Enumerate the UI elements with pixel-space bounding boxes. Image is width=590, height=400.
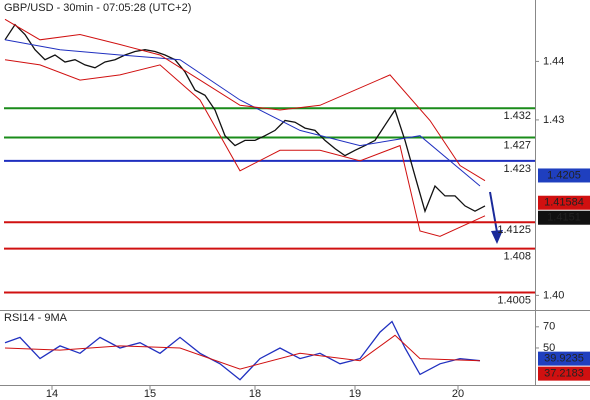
series-line bbox=[4, 39, 481, 187]
series-line bbox=[4, 59, 486, 237]
level-label: 1.427 bbox=[503, 139, 531, 151]
price-tag-label: 1.4151 bbox=[547, 212, 581, 224]
level-label: 1.408 bbox=[503, 250, 531, 262]
chart-title: GBP/USD - 30min - 07:05:28 (UTC+2) bbox=[4, 2, 191, 14]
level-label: 1.423 bbox=[503, 163, 531, 175]
series-line bbox=[4, 23, 486, 214]
series-line bbox=[4, 320, 481, 381]
y-tick-label: 1.44 bbox=[543, 55, 564, 67]
level-label: 1.4125 bbox=[497, 224, 531, 236]
price-tag bbox=[538, 351, 590, 366]
x-tick-label: 15 bbox=[144, 388, 156, 400]
level-label: 1.4005 bbox=[497, 294, 531, 306]
price-tag-label: 37.2183 bbox=[544, 368, 584, 380]
x-tick-label: 19 bbox=[349, 388, 361, 400]
y-tick-label: 1.43 bbox=[543, 114, 564, 126]
forecast-arrow-head bbox=[491, 230, 503, 244]
y-tick-label: 70 bbox=[543, 321, 555, 333]
price-tag-label: 1.4205 bbox=[547, 169, 581, 181]
price-tag bbox=[538, 168, 590, 183]
level-label: 1.432 bbox=[503, 110, 531, 122]
price-tag bbox=[538, 210, 590, 225]
price-tag-label: 39.9235 bbox=[544, 353, 584, 365]
price-tag bbox=[538, 366, 590, 381]
y-tick-label: 50 bbox=[543, 342, 555, 354]
forecast-arrow bbox=[489, 191, 498, 233]
series-line bbox=[4, 18, 486, 182]
indicator-title: RSI14 - 9MA bbox=[4, 312, 68, 324]
y-tick-label: 1.40 bbox=[543, 289, 564, 301]
price-tag-label: 1.41584 bbox=[544, 197, 584, 209]
price-tag bbox=[538, 195, 590, 210]
x-tick-label: 20 bbox=[452, 388, 464, 400]
series-line bbox=[4, 334, 481, 370]
x-tick-label: 18 bbox=[249, 388, 261, 400]
x-tick-label: 14 bbox=[46, 388, 58, 400]
